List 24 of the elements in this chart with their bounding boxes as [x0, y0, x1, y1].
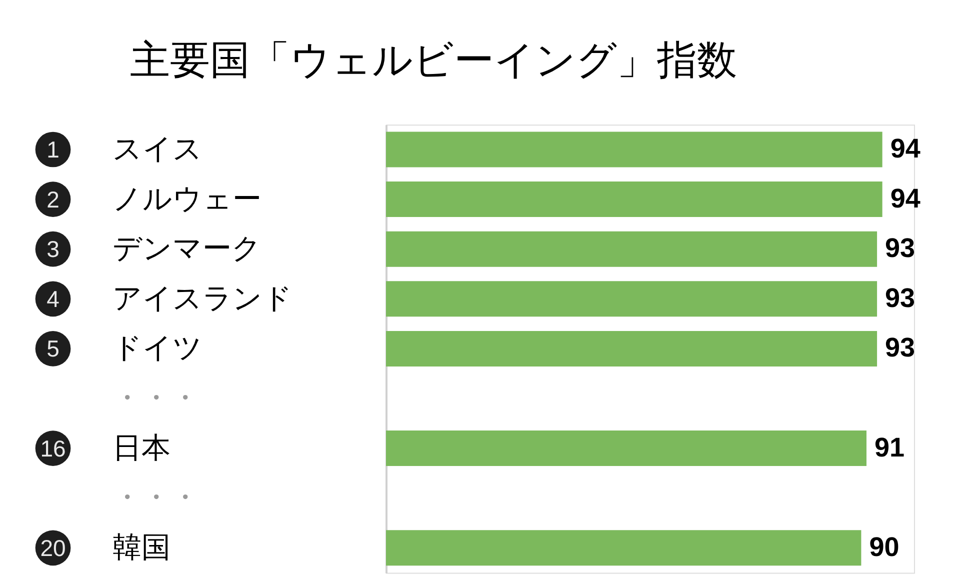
text: 2	[46, 186, 60, 212]
data-label: 94	[890, 183, 920, 214]
text: 5	[46, 336, 60, 362]
y-tick-label: ドイツ	[112, 330, 202, 365]
data-label: 93	[885, 282, 916, 313]
data-label: 91	[874, 432, 905, 462]
data-label: 93	[885, 332, 916, 363]
y-tick-label: デンマーク	[112, 231, 262, 266]
y-tick-label: 韓国	[112, 530, 170, 564]
chart-title: 主要国「ウェルビーイング」指数	[130, 38, 737, 84]
text: 20	[40, 534, 66, 561]
data-label: 93	[885, 233, 916, 264]
text: 16	[40, 435, 66, 462]
data-label: 90	[869, 532, 900, 562]
y-tick-label: アイスランド	[112, 280, 292, 315]
text: 3	[46, 236, 60, 262]
text: 4	[46, 286, 60, 312]
data-label: 94	[890, 134, 920, 164]
y-tick-label: ・・・	[112, 480, 200, 514]
y-tick-label: ノルウェー	[112, 181, 262, 216]
text: 1	[46, 136, 60, 162]
y-tick-label: 日本	[112, 430, 170, 464]
y-tick-label: ・・・	[112, 380, 200, 414]
y-tick-label: スイス	[112, 132, 202, 166]
